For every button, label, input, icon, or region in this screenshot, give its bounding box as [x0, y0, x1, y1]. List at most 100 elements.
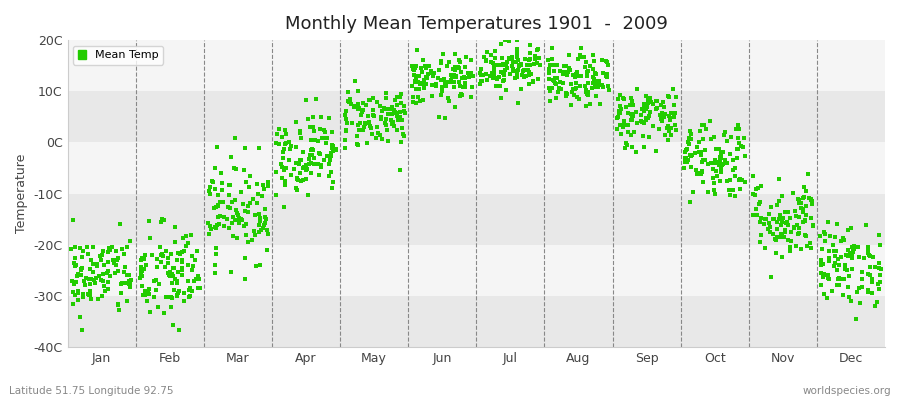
Point — [385, 121, 400, 128]
Point — [341, 89, 356, 95]
Point — [172, 288, 186, 294]
Point — [189, 276, 203, 282]
Point — [763, 224, 778, 230]
Point — [312, 172, 327, 178]
Point — [182, 294, 196, 300]
Point — [135, 255, 149, 261]
Point — [802, 194, 816, 201]
Point — [225, 233, 239, 239]
Point — [563, 67, 578, 73]
Point — [821, 275, 835, 282]
Point — [308, 137, 322, 143]
Point — [176, 247, 191, 254]
Point — [255, 193, 269, 200]
Point — [248, 228, 262, 234]
Point — [694, 152, 708, 158]
Point — [378, 120, 392, 126]
Point — [637, 143, 652, 150]
Point — [183, 284, 197, 291]
Point — [638, 93, 652, 99]
Point — [157, 217, 171, 224]
Point — [222, 182, 237, 188]
Point — [616, 96, 631, 102]
Point — [487, 62, 501, 68]
Point — [641, 100, 655, 106]
Point — [236, 200, 250, 207]
Text: worldspecies.org: worldspecies.org — [803, 386, 891, 396]
Point — [714, 168, 728, 175]
Point — [490, 83, 504, 89]
Point — [495, 55, 509, 62]
Point — [201, 220, 215, 226]
Point — [845, 255, 859, 261]
Point — [503, 70, 517, 77]
Point — [698, 122, 712, 128]
Point — [486, 70, 500, 77]
Point — [581, 89, 596, 96]
Point — [356, 99, 370, 106]
Point — [205, 179, 220, 186]
Point — [464, 70, 479, 76]
Point — [750, 212, 764, 218]
Point — [515, 72, 529, 78]
Point — [410, 75, 424, 81]
Point — [778, 209, 793, 216]
Point — [66, 301, 80, 308]
Point — [459, 53, 473, 60]
Point — [252, 222, 266, 228]
Point — [716, 149, 730, 156]
Point — [570, 68, 584, 75]
Point — [358, 102, 373, 108]
Point — [181, 278, 195, 284]
Point — [513, 61, 527, 68]
Point — [774, 234, 788, 240]
Point — [723, 192, 737, 198]
Point — [234, 216, 248, 222]
Point — [716, 132, 731, 138]
Point — [653, 116, 668, 123]
Point — [182, 287, 196, 293]
Point — [583, 62, 598, 69]
Point — [409, 78, 423, 84]
Point — [390, 102, 404, 108]
Point — [112, 220, 127, 227]
Point — [844, 297, 859, 304]
Point — [457, 75, 472, 81]
Point — [249, 181, 264, 187]
Point — [519, 72, 534, 79]
Point — [92, 273, 106, 279]
Point — [275, 134, 290, 141]
Point — [527, 56, 542, 62]
Point — [396, 131, 410, 138]
Point — [600, 70, 615, 77]
Point — [418, 80, 433, 87]
Point — [299, 176, 313, 182]
Point — [94, 256, 109, 263]
Point — [351, 142, 365, 148]
Point — [437, 115, 452, 121]
Point — [818, 238, 832, 244]
Point — [701, 161, 716, 167]
Point — [167, 239, 182, 245]
Point — [388, 97, 402, 104]
Point — [783, 229, 797, 235]
Point — [289, 175, 303, 182]
Point — [497, 72, 511, 78]
Point — [209, 224, 223, 231]
Point — [506, 66, 520, 72]
Point — [613, 122, 627, 128]
Point — [211, 214, 225, 220]
Point — [664, 125, 679, 131]
Point — [303, 170, 318, 176]
Point — [657, 104, 671, 110]
Point — [428, 81, 443, 88]
Point — [842, 294, 857, 300]
Point — [559, 92, 573, 99]
Point — [325, 142, 339, 149]
Point — [828, 260, 842, 266]
Point — [794, 200, 808, 206]
Point — [834, 275, 849, 282]
Point — [646, 101, 661, 107]
Point — [828, 233, 842, 240]
Point — [862, 264, 877, 270]
